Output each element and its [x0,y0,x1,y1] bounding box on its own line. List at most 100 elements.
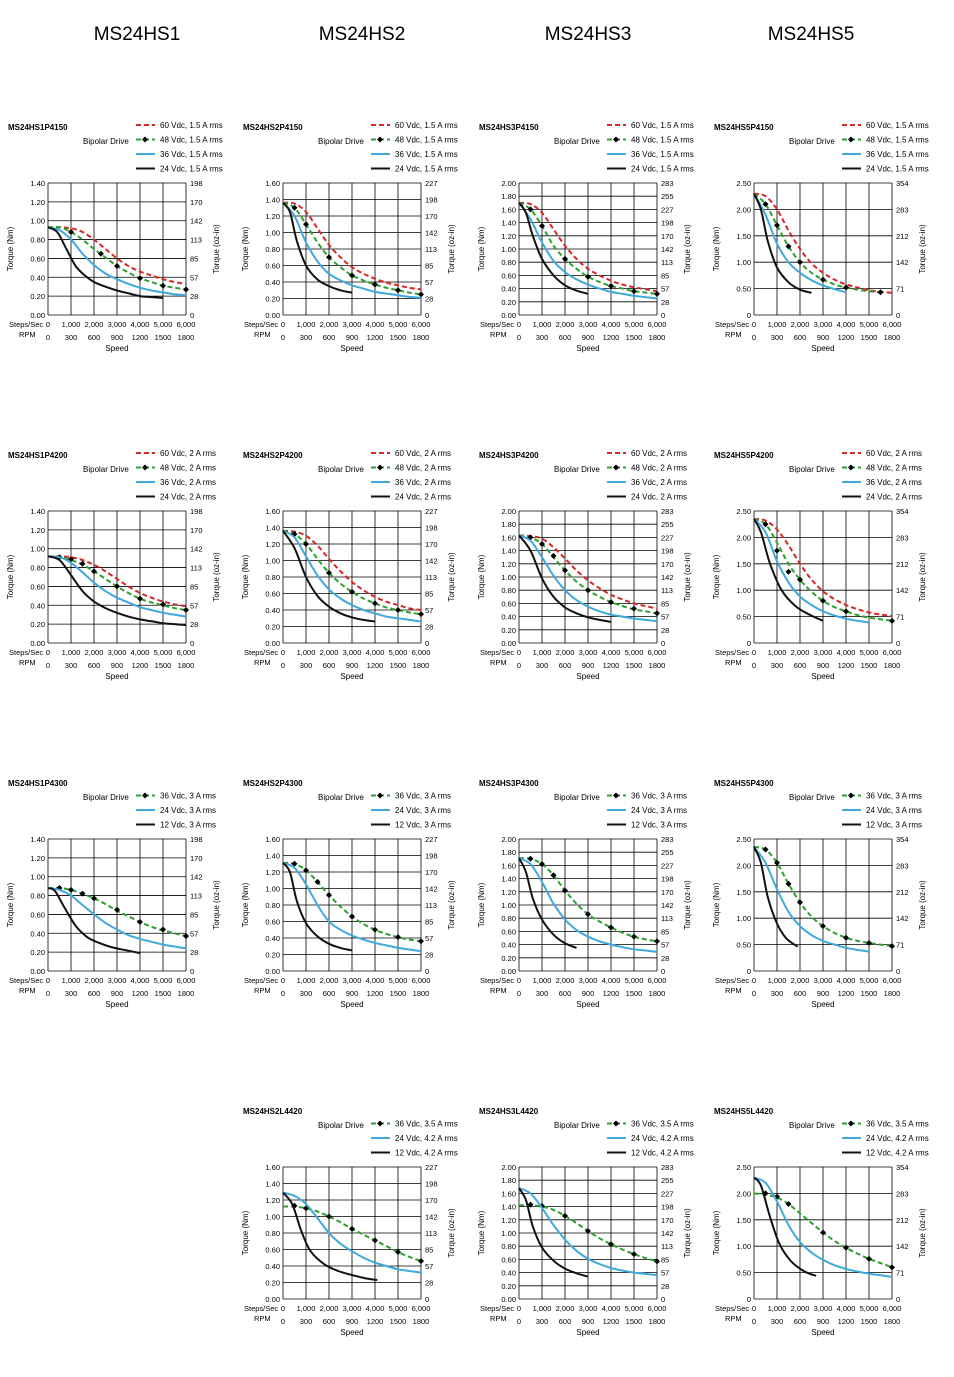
x-tick-steps: 2,000 [85,976,104,985]
x-tick-steps: 5,000 [154,320,173,329]
oz-tick-label: 142 [190,217,203,226]
chart-MS24HS1P4150: MS24HS1P4150 Bipolar Drive 60 Vdc, 1.5 A r… [6,121,223,353]
rpm-label: RPM [254,330,271,339]
data-point-marker [562,1212,568,1219]
series-line [753,517,893,622]
x-tick-steps: 3,000 [814,976,833,985]
x-tick-steps: 0 [752,648,756,657]
y-tick-label: 1.50 [736,232,751,241]
x-tick-rpm: 600 [794,333,807,342]
y-tick-label: 2.50 [736,179,751,188]
oz-tick-label: 170 [425,868,438,877]
oz-tick-label: 227 [425,507,438,516]
legend-entry: 48 Vdc, 2 A rms [160,464,216,473]
oz-tick-label: 113 [425,901,437,910]
y-tick-label: 1.00 [501,573,516,582]
data-point-marker [654,290,660,297]
y-tick-label: 0.00 [30,967,45,976]
legend-entry: 24 Vdc, 1.5 A rms [866,165,929,174]
y-tick-label: 1.00 [501,1229,516,1238]
y-tick-label: 1.20 [30,198,45,207]
data-point-marker [79,890,86,897]
legend-entry: 48 Vdc, 2 A rms [395,464,451,473]
x-tick-rpm: 0 [752,989,756,998]
data-point-marker [785,1200,792,1207]
oz-tick-label: 142 [896,586,909,595]
x-tick-steps: 2,000 [85,648,104,657]
oz-tick-label: 0 [425,639,429,648]
legend-entry: 24 Vdc, 4.2 A rms [866,1134,929,1143]
y-tick-label: 1.40 [30,507,45,516]
y-tick-label: 1.60 [501,861,516,870]
oz-tick-label: 198 [190,179,203,188]
data-point-marker [550,552,557,559]
series-line [753,193,812,294]
chart-MS24HS5P4300: MS24HS5P4300 Bipolar Drive 36 Vdc, 3 A rms… [712,779,927,1009]
series-line [282,861,422,953]
x-tick-rpm: 300 [771,333,784,342]
y-tick-label: 0.50 [736,285,751,294]
data-point-marker [303,541,309,547]
oz-tick-label: 212 [896,1216,909,1225]
oz-tick-label: 113 [661,586,673,595]
data-point-marker [820,1229,826,1236]
series-line [753,1176,817,1277]
data-point-marker [631,1251,637,1258]
data-point-marker [866,940,872,947]
y-tick-label: 1.80 [501,192,516,201]
chart-MS24HS3L4420: MS24HS3L4420 Bipolar Drive 36 Vdc, 3.5 A r… [477,1107,694,1337]
x-tick-rpm: 600 [794,1317,807,1326]
y-tick-label: 1.40 [30,835,45,844]
x-tick-steps: 6,000 [883,1304,902,1313]
y-tick-label: 2.50 [736,835,751,844]
data-point-marker [137,275,143,282]
legend-marker [377,464,383,471]
x-tick-steps: 5,000 [625,1304,644,1313]
steps-per-sec-label: Steps/Sec [480,976,514,985]
y-tick-label: 2.00 [501,835,516,844]
col-header-3: MS24HS3 [544,24,632,45]
x-tick-rpm: 600 [88,333,101,342]
y-axis-title: Torque (Nm) [241,882,250,927]
x-tick-steps: 1,000 [768,320,787,329]
legend-entry: 48 Vdc, 2 A rms [631,464,687,473]
y-tick-label: 0.60 [30,910,45,919]
legend-entry: 36 Vdc, 3.5 A rms [866,1120,929,1129]
legend-entry: 48 Vdc, 1.5 A rms [631,136,694,145]
data-point-marker [585,587,591,594]
y-tick-label: 1.40 [265,1180,280,1189]
x-tick-steps: 3,000 [814,1304,833,1313]
oz-tick-label: 170 [661,1216,674,1225]
data-point-marker [889,1264,895,1271]
oz-tick-label: 85 [425,590,433,599]
x-tick-rpm: 600 [323,661,336,670]
x-tick-rpm: 0 [281,1317,285,1326]
oz-tick-label: 227 [661,861,674,870]
x-tick-rpm: 300 [771,989,784,998]
x-tick-rpm: 1800 [884,333,901,342]
x-tick-steps: 1,000 [297,648,316,657]
data-point-marker [160,282,166,289]
y-tick-label: 2.00 [736,205,751,214]
series-line [518,1187,589,1278]
data-point-marker [291,860,298,867]
y-axis-title: Torque (Nm) [477,226,486,271]
series-line [753,517,893,618]
series-line [518,857,577,949]
oz-tick-label: 227 [425,179,438,188]
data-point-marker [372,281,378,288]
bipolar-drive-label: Bipolar Drive [554,1121,600,1130]
oz-tick-label: 57 [661,1269,669,1278]
chart-title: MS24HS3P4300 [479,779,539,788]
oz-tick-label: 85 [661,599,669,608]
steps-per-sec-label: Steps/Sec [480,1304,514,1313]
legend-entry: 60 Vdc, 1.5 A rms [395,121,458,130]
y-axis-title: Torque (Nm) [477,882,486,927]
data-point-marker [326,1213,332,1220]
oz-tick-label: 198 [425,1180,438,1189]
steps-per-sec-label: Steps/Sec [480,320,514,329]
rpm-label: RPM [490,1314,507,1323]
x-tick-rpm: 0 [517,989,521,998]
chart-MS24HS1P4200: MS24HS1P4200 Bipolar Drive 60 Vdc, 2 A rms… [6,449,221,681]
series-line [518,202,658,300]
